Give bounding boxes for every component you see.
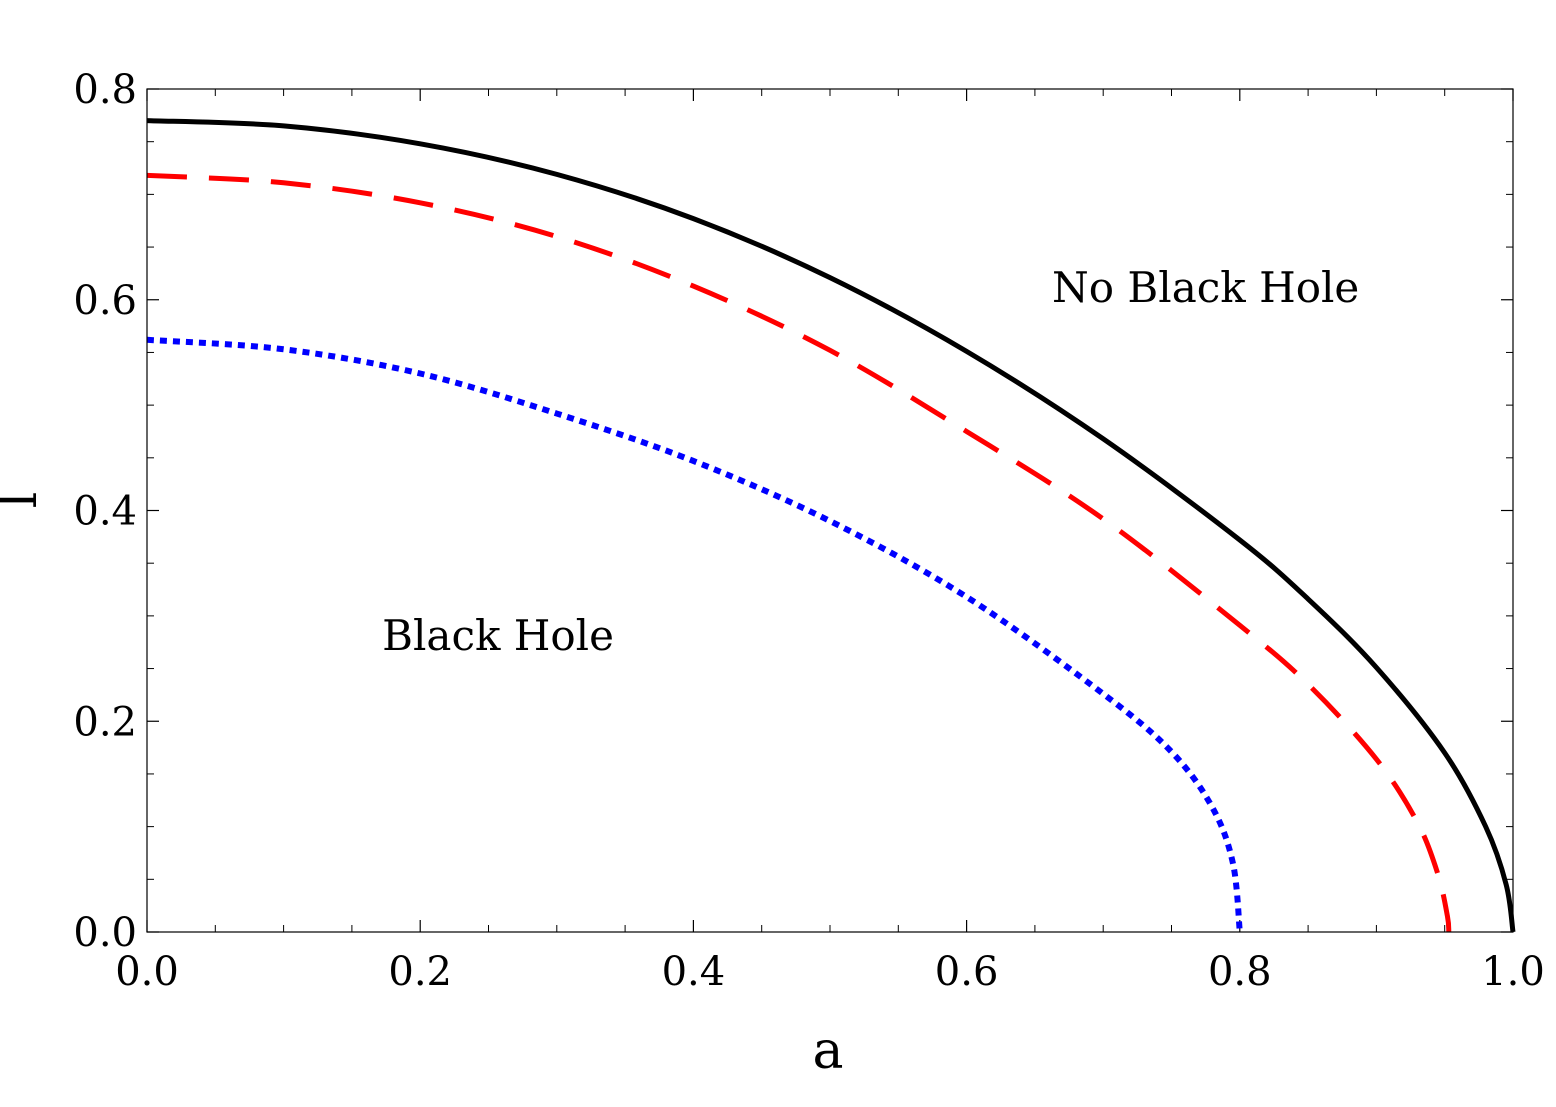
- minor-ticks: [147, 89, 1513, 932]
- y-tick-label: 0.4: [73, 489, 137, 535]
- series-line-solid: [146, 118, 1516, 933]
- y-tick-label: 0.6: [73, 278, 137, 324]
- y-tick-label: 0.0: [73, 910, 137, 956]
- annotation-label: Black Hole: [382, 611, 614, 660]
- x-tick-label: 0.4: [662, 949, 726, 995]
- plot-frame: [146, 88, 1514, 933]
- annotation-label: No Black Hole: [1052, 263, 1359, 312]
- y-tick-label: 0.2: [73, 699, 137, 745]
- x-tick-label: 0.6: [935, 949, 999, 995]
- x-axis-label: a: [812, 1021, 843, 1081]
- x-tick-label: 0.0: [115, 949, 179, 995]
- x-tick-label: 0.2: [388, 949, 452, 995]
- x-tick-label: 1.0: [1481, 949, 1545, 995]
- x-tick-labels: 0.0 0.2 0.4 0.6 0.8 1.0: [115, 949, 1545, 995]
- x-tick-label: 0.8: [1208, 949, 1272, 995]
- annotations: No Black Hole Black Hole: [382, 263, 1359, 660]
- y-tick-label: 0.8: [73, 67, 137, 113]
- y-axis-label: l: [0, 492, 49, 509]
- series-layer: [146, 118, 1516, 933]
- y-tick-labels: 0.0 0.2 0.4 0.6 0.8: [73, 67, 137, 956]
